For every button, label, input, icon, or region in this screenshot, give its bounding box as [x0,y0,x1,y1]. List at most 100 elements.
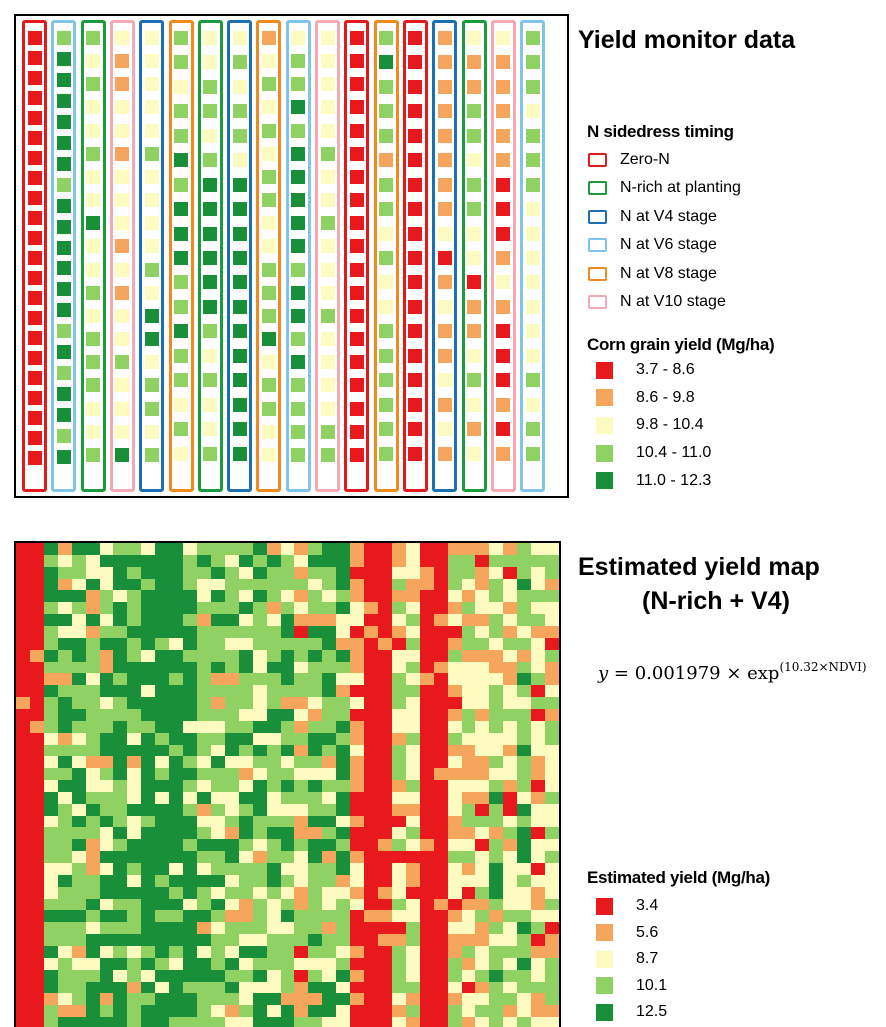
raster-cell [433,827,449,840]
yield-plot [203,446,218,461]
raster-cell [294,673,309,686]
raster-cell [545,673,559,686]
raster-cell [57,697,73,710]
raster-cell [127,803,142,817]
raster-cell [99,898,115,912]
yield-plot [437,251,452,265]
raster-cell [489,566,504,580]
raster-cell [224,661,240,674]
raster-cell [252,744,268,757]
raster-cell [336,1017,351,1027]
yield-plot [27,271,42,285]
raster-cell [155,590,170,603]
yield-plot [27,251,42,265]
raster-cell [447,863,463,876]
yield-plot [437,128,452,143]
raster-cell [252,874,268,888]
raster-cell [447,661,463,674]
raster-cell [350,886,365,900]
raster-cell [183,993,198,1006]
legend-swatch [596,977,613,995]
raster-cell [531,720,546,734]
raster-cell [322,590,337,603]
raster-cell [294,898,309,912]
raster-cell [85,661,101,674]
raster-cell [197,1005,212,1018]
yield-plot [56,408,71,423]
raster-cell [266,815,282,829]
raster-cell [475,649,490,663]
raster-cell [545,993,559,1006]
raster-cell [113,756,128,769]
raster-cell [405,685,421,698]
raster-cell [141,839,156,852]
raster-cell [43,910,59,923]
raster-cell [224,708,240,722]
raster-cell [29,768,45,781]
raster-cell [16,791,31,805]
raster-cell [350,957,365,971]
yield-plot [408,397,423,412]
raster-cell [322,649,337,663]
raster-cell [238,863,254,876]
raster-cell [238,839,254,852]
raster-cell [29,969,45,983]
raster-cell [57,780,73,793]
raster-cell [308,554,323,568]
raster-cell [71,1005,87,1018]
raster-cell [238,602,254,615]
raster-cell [489,543,504,556]
raster-cell [336,1005,351,1018]
yield-plot [86,378,101,393]
raster-cell [419,768,435,781]
raster-cell [419,708,435,722]
legend-label: N at V6 stage [620,236,717,254]
raster-cell [141,637,156,651]
raster-cell [350,637,365,651]
raster-cell [113,827,128,840]
legend-swatch [596,924,613,942]
raster-cell [545,898,559,912]
raster-cell [155,1005,170,1018]
raster-cell [364,697,379,710]
raster-cell [266,981,282,995]
raster-cell [294,922,309,935]
yield-plot [144,31,159,45]
yield-plot [408,446,423,461]
raster-cell [224,673,240,686]
raster-cell [113,863,128,876]
raster-cell [266,1017,282,1027]
yield-plot [525,373,540,388]
raster-cell [141,720,156,734]
raster-cell [503,732,518,746]
raster-cell [322,614,337,627]
raster-cell [238,614,254,627]
raster-cell [350,673,365,686]
yield-plot [261,54,276,69]
raster-cell [16,661,31,674]
raster-cell [378,554,393,568]
raster-cell [252,768,268,781]
raster-cell [378,803,393,817]
raster-cell [71,969,87,983]
raster-cell [155,874,170,888]
raster-cell [545,886,559,900]
legend-entry: 8.6 - 9.8 [596,386,695,410]
raster-cell [545,1005,559,1018]
raster-cell [280,697,296,710]
raster-cell [224,637,240,651]
raster-cell [141,993,156,1006]
raster-cell [378,685,393,698]
raster-cell [391,661,407,674]
raster-cell [113,649,128,663]
yield-plot [437,397,452,412]
raster-cell [489,910,504,923]
raster-cell [43,708,59,722]
raster-cell [322,851,337,864]
raster-cell [141,851,156,864]
raster-cell [29,578,45,591]
raster-cell [183,969,198,983]
yield-plot [379,226,394,241]
raster-cell [57,602,73,615]
raster-cell [169,768,184,781]
